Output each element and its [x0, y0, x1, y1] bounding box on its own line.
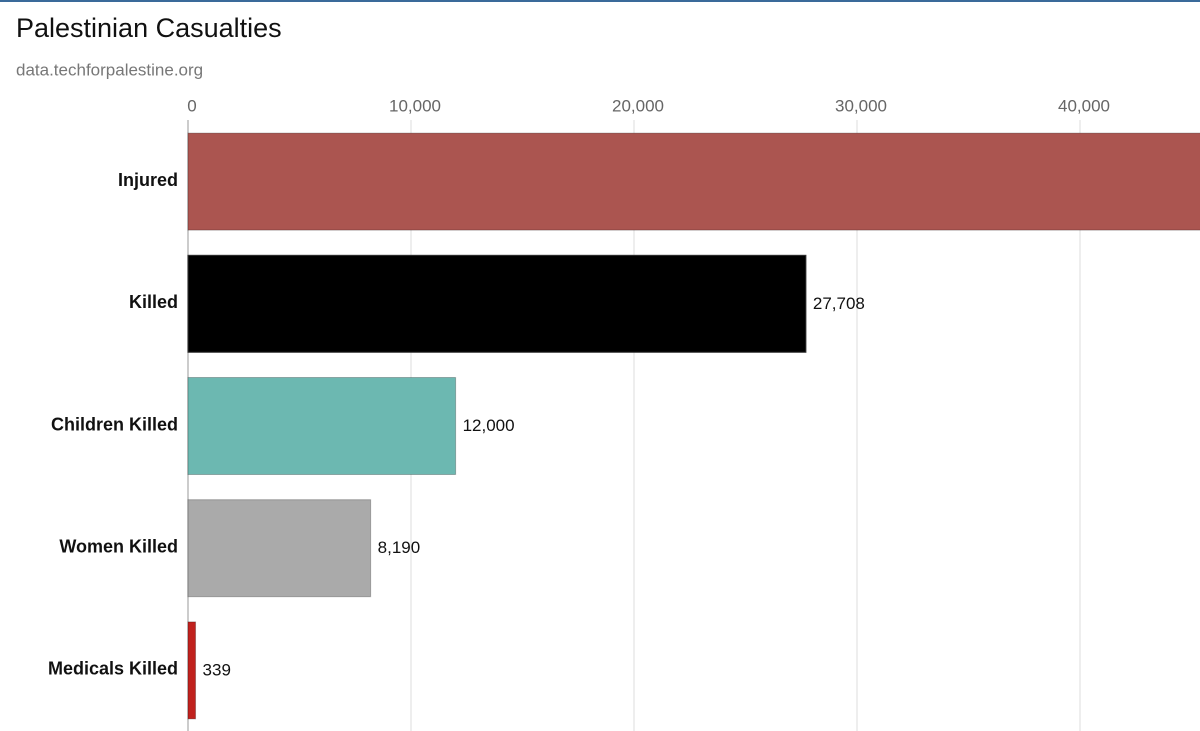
- chart-title: Palestinian Casualties: [16, 13, 282, 43]
- value-label: 12,000: [463, 416, 515, 435]
- top-border: [0, 0, 1200, 2]
- bar: [187, 132, 1200, 231]
- x-tick-label: 10,000: [389, 96, 441, 115]
- y-tick-label: Medicals Killed: [48, 659, 178, 679]
- chart-subtitle: data.techforpalestine.org: [16, 60, 203, 79]
- value-label: 8,190: [378, 538, 421, 557]
- value-label: 27,708: [813, 294, 865, 313]
- y-tick-label: Injured: [118, 170, 178, 190]
- bar: [187, 254, 807, 353]
- value-label: 339: [203, 660, 231, 679]
- x-tick-label: 40,000: [1058, 96, 1110, 115]
- y-tick-label: Women Killed: [59, 536, 178, 556]
- bar: [187, 499, 372, 598]
- y-tick-label: Killed: [129, 292, 178, 312]
- x-tick-label: 30,000: [835, 96, 887, 115]
- bar: [187, 377, 457, 475]
- y-tick-label: Children Killed: [51, 414, 178, 434]
- x-tick-label: 20,000: [612, 96, 664, 115]
- x-tick-label: 0: [187, 96, 196, 115]
- bar: [187, 621, 197, 720]
